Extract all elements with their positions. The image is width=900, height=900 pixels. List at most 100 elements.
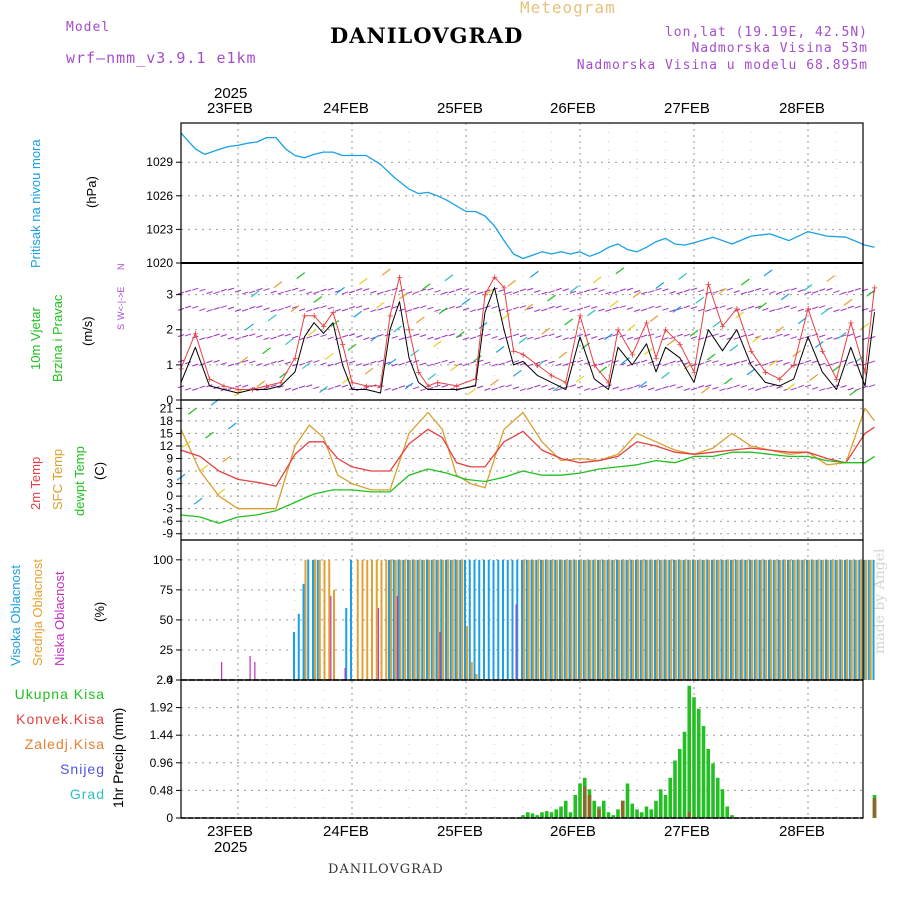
mid-cloud-bar — [390, 559, 392, 680]
mid-cloud-bar — [333, 589, 335, 680]
wind-barb — [605, 291, 612, 295]
wind-arrow — [763, 269, 773, 277]
wind-barb — [840, 385, 847, 389]
mid-cloud-bar — [603, 559, 606, 680]
wind-barb — [697, 289, 705, 293]
wind-barb — [662, 385, 669, 389]
wind-gust-marker: + — [340, 339, 346, 351]
wind-barb — [633, 290, 641, 293]
wind-barb — [398, 362, 406, 366]
wind-arrow — [655, 282, 665, 289]
mid-cloud-bar — [732, 559, 734, 680]
wind-barb — [576, 385, 584, 389]
wind-barb — [548, 360, 555, 364]
mid-cloud-bar — [527, 559, 530, 680]
pressure-series-line — [180, 132, 875, 260]
wind-arrow — [826, 274, 836, 282]
wind-arrow — [188, 407, 197, 415]
wind-barb — [505, 360, 512, 364]
model-elevation-label: Nadmorska Visina u modelu 68.895m — [576, 58, 868, 73]
wind-barb — [462, 288, 470, 292]
wind-arrow — [205, 431, 214, 439]
wind-barb — [526, 336, 534, 340]
wind-barb — [726, 386, 733, 390]
wind-barb — [719, 362, 726, 366]
mid-cloud-bar — [442, 559, 445, 680]
wind-gust-marker: + — [663, 325, 669, 337]
wind-barb — [199, 385, 206, 389]
wind-barb — [605, 384, 612, 388]
wind-barb — [405, 309, 413, 312]
pressure-tick-label: 1023 — [146, 222, 173, 236]
wind-barb — [334, 337, 341, 341]
mid-cloud-bar — [456, 559, 459, 680]
wind-gust-marker: + — [720, 321, 726, 333]
wind-gust-marker: + — [292, 353, 298, 365]
wind-barb — [676, 291, 683, 295]
high-cloud-bar — [578, 559, 580, 680]
wind-barb — [598, 308, 605, 312]
mid-cloud-bar — [575, 559, 578, 680]
mid-cloud-bar — [675, 559, 677, 680]
wind-barb — [619, 362, 626, 366]
wind-barb — [790, 287, 797, 291]
wind-barb — [811, 306, 819, 310]
wind-barb — [833, 361, 840, 365]
total-rain-bar — [611, 815, 616, 818]
wind-barb — [555, 388, 562, 392]
wind-barb — [363, 386, 370, 390]
wind-barb — [306, 384, 313, 388]
wind-barb — [583, 387, 591, 391]
temp-tick-label: 12 — [160, 439, 174, 453]
mid-cloud-bar — [703, 559, 706, 680]
mid-cloud-bar — [599, 559, 601, 680]
high-cloud-bar — [715, 559, 718, 680]
wind-barb — [420, 288, 427, 292]
total-rain-bar — [559, 806, 563, 818]
high-cloud-bar — [559, 559, 561, 680]
high-cloud-bar — [426, 559, 428, 680]
wind-barb — [548, 387, 555, 391]
wind-barb — [619, 288, 626, 292]
wind-arrow — [284, 338, 294, 346]
wind-barb — [184, 333, 192, 337]
wind-barb — [555, 363, 562, 367]
wind-arrow — [421, 283, 431, 291]
mid-cloud-bar — [565, 559, 568, 680]
high-cloud-bar — [801, 559, 804, 680]
wind-arrow — [535, 360, 545, 368]
wind-barb — [184, 305, 192, 309]
wind-barb — [327, 287, 334, 291]
wind-barb — [491, 363, 498, 367]
wind-barb — [640, 334, 648, 338]
high-cloud-bar — [573, 559, 576, 680]
wind-barb — [298, 362, 306, 366]
mid-cloud-bar — [532, 559, 535, 680]
high-cloud-bar — [620, 559, 623, 680]
wind-barb — [526, 386, 534, 390]
wind-barb — [341, 384, 349, 388]
mid-cloud-bar — [793, 559, 796, 680]
wind-barb — [355, 363, 363, 367]
wind-barb — [348, 290, 356, 294]
wind-gust-marker: + — [321, 321, 327, 333]
wind-barb — [384, 305, 391, 309]
wind-barb — [206, 360, 213, 364]
wind-barb — [690, 306, 698, 310]
wind-barb — [284, 289, 292, 293]
high-cloud-bar — [568, 559, 571, 680]
mid-cloud-bar — [380, 559, 383, 680]
mid-cloud-bar — [765, 559, 768, 680]
mid-cloud-bar — [356, 559, 359, 680]
pressure-tick-label: 1020 — [146, 256, 173, 270]
wind-barb — [619, 305, 626, 309]
high-cloud-bar — [440, 559, 443, 680]
wind-barb — [427, 306, 434, 310]
wind-arrow — [569, 285, 579, 293]
wind-barb — [591, 306, 598, 309]
wind-barb — [284, 387, 292, 391]
wind-barb — [676, 333, 683, 337]
wind-arrow — [245, 323, 254, 331]
wind-gust-line — [180, 276, 875, 390]
wind-barb — [241, 384, 249, 388]
